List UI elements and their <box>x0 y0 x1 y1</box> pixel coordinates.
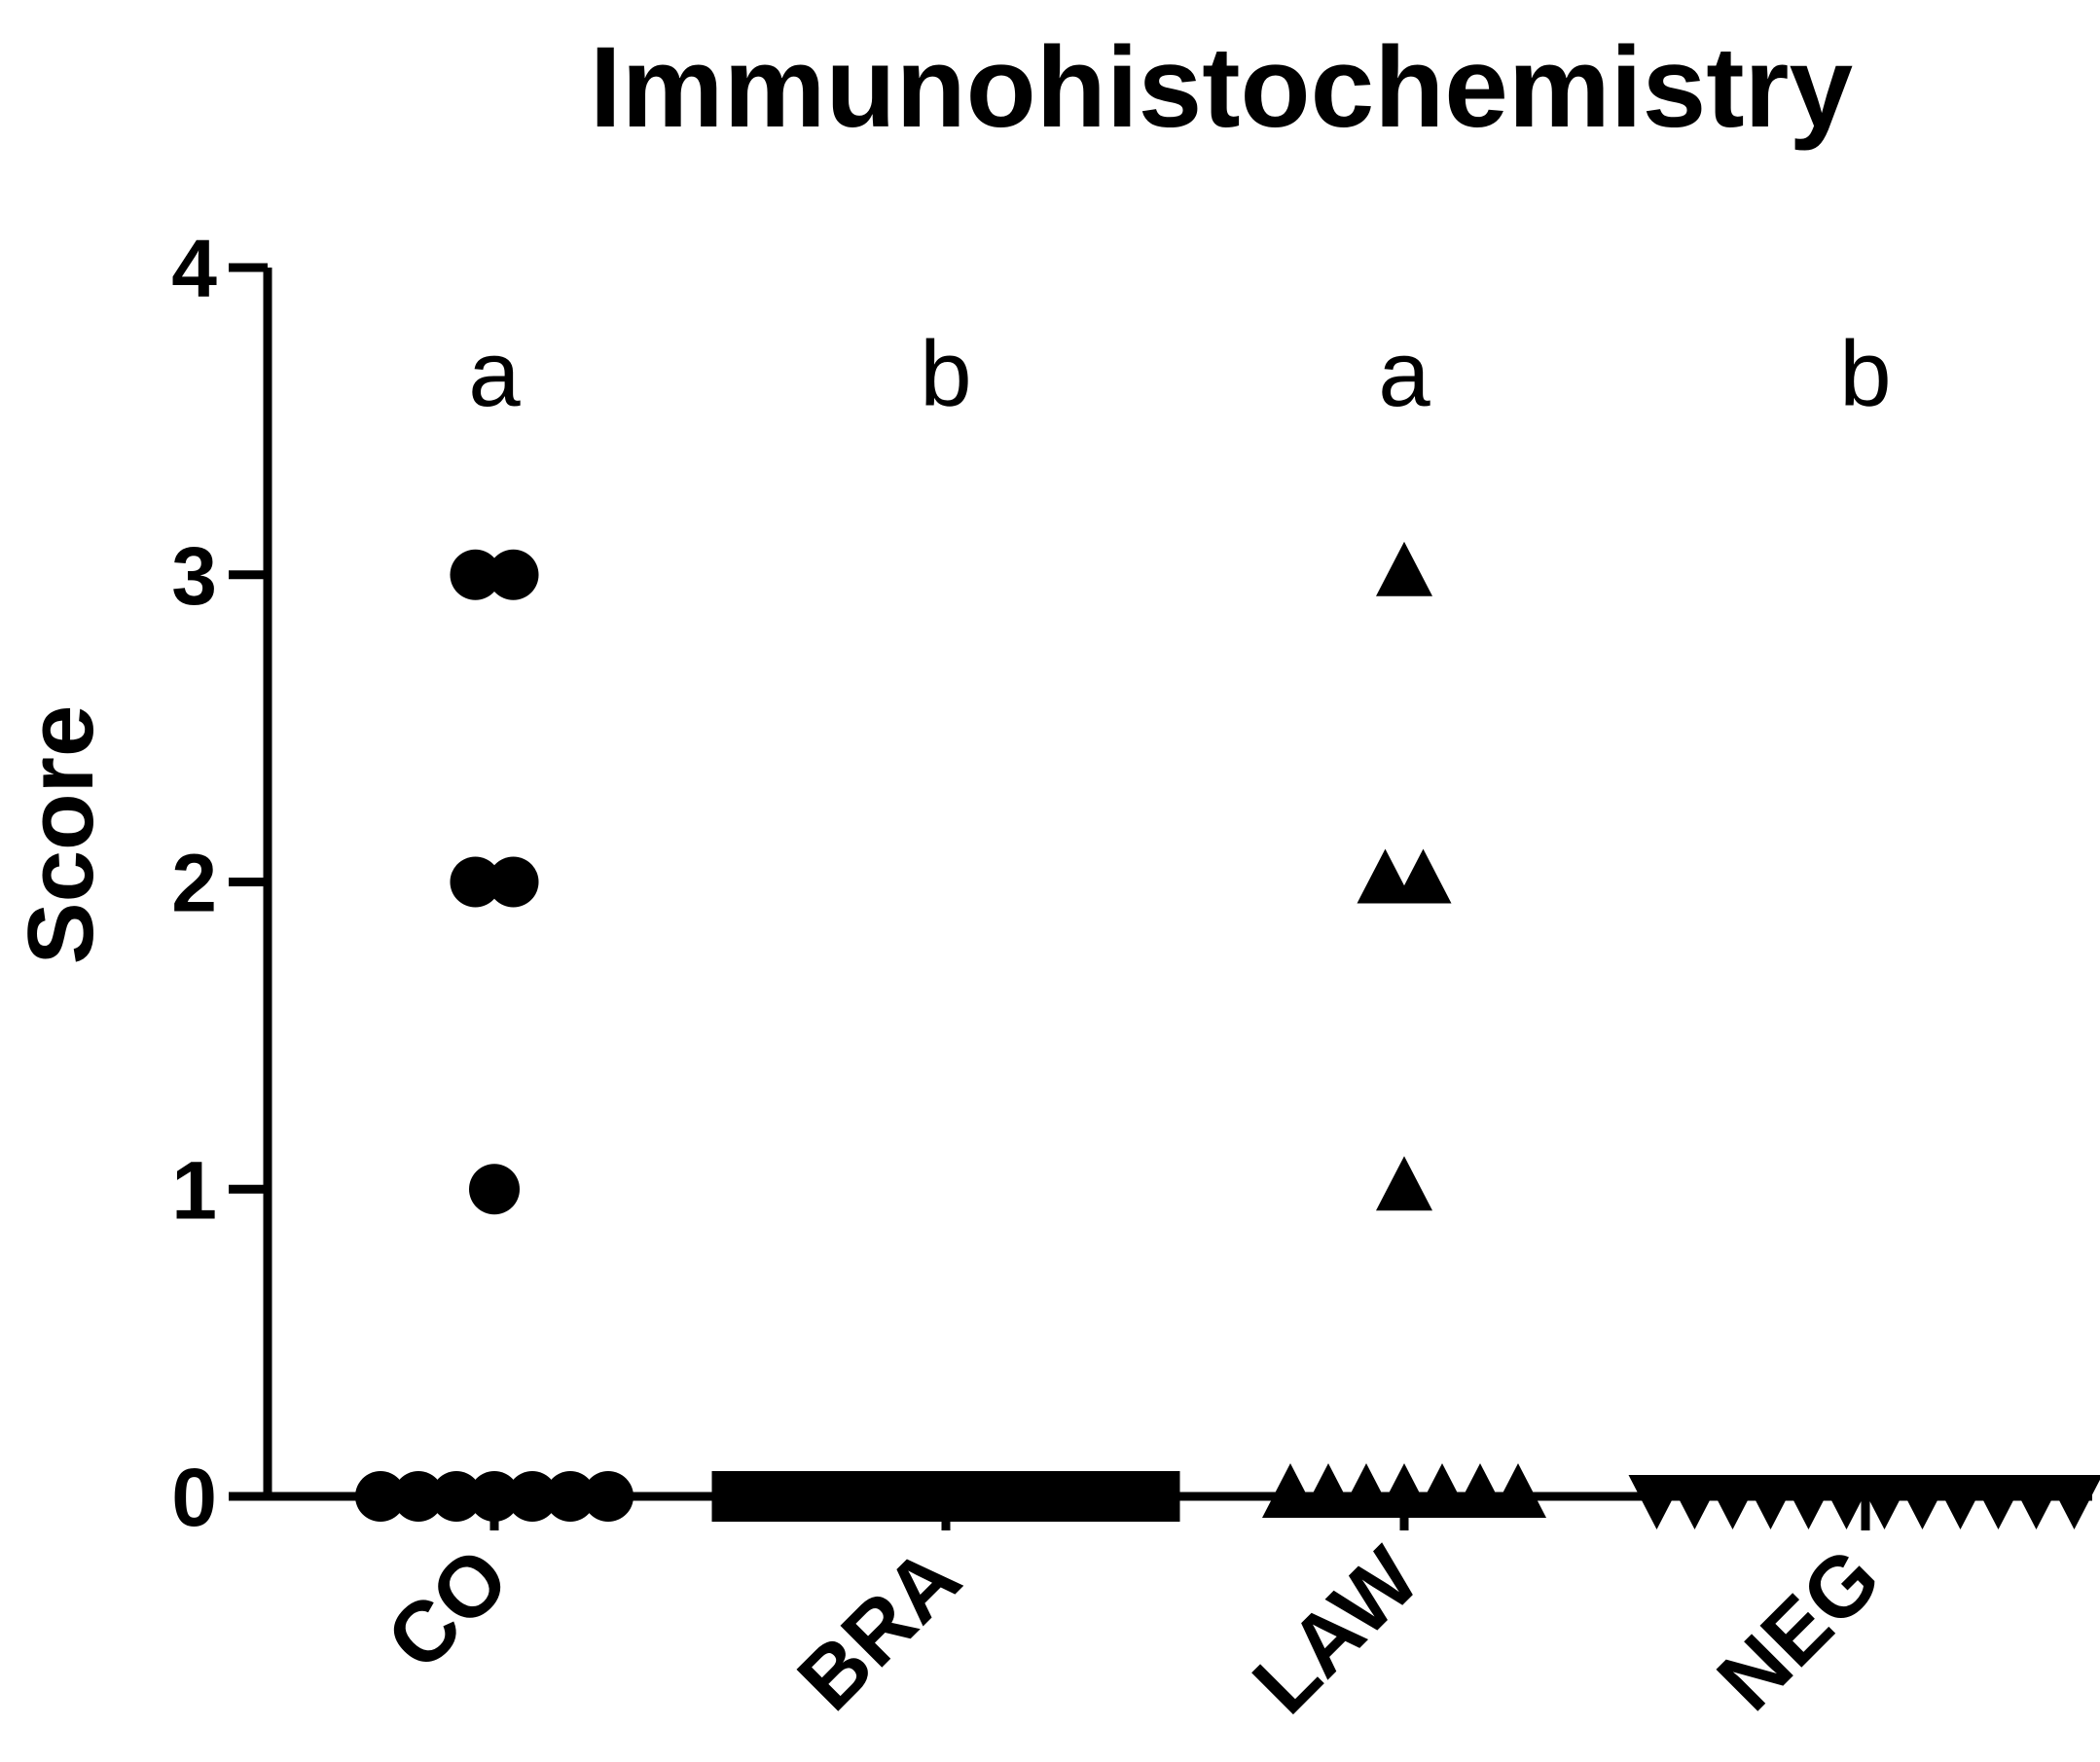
y-tick-label-4: 4 <box>171 223 217 314</box>
data-point-neg-4 <box>1780 1475 1837 1529</box>
data-point-co-8 <box>450 856 501 908</box>
data-point-law-10 <box>1376 541 1432 596</box>
data-point-law-4 <box>1414 1463 1470 1518</box>
data-point-law-3 <box>1376 1463 1432 1518</box>
data-point-law-8 <box>1357 848 1414 904</box>
data-point-co-3 <box>469 1471 520 1522</box>
data-point-co-6 <box>583 1471 634 1522</box>
data-point-co-7 <box>469 1164 520 1215</box>
data-point-neg-8 <box>1932 1475 1989 1529</box>
data-points <box>355 541 2100 1529</box>
data-point-co-4 <box>507 1471 558 1522</box>
data-point-law-5 <box>1452 1463 1508 1518</box>
y-tick-label-1: 1 <box>171 1144 217 1236</box>
data-point-law-0 <box>1262 1463 1319 1518</box>
x-tick-label-co: CO <box>368 1528 526 1687</box>
data-point-neg-9 <box>1970 1475 2027 1529</box>
y-tick-label-3: 3 <box>171 530 217 622</box>
group-letter-co: a <box>468 322 521 426</box>
data-point-neg-2 <box>1704 1475 1761 1529</box>
group-letter-law: a <box>1378 322 1430 426</box>
group-letter-neg: b <box>1839 322 1891 426</box>
data-point-co-0 <box>355 1471 406 1522</box>
data-point-co-11 <box>488 549 539 600</box>
x-tick-label-bra: BRA <box>779 1528 979 1728</box>
data-point-bra-11 <box>1129 1471 1180 1522</box>
data-point-co-9 <box>488 856 539 908</box>
data-point-law-2 <box>1338 1463 1394 1518</box>
group-letter-bra: b <box>920 322 971 426</box>
data-point-neg-10 <box>2008 1475 2065 1529</box>
data-point-law-7 <box>1376 1156 1432 1211</box>
data-point-neg-3 <box>1742 1475 1799 1529</box>
y-tick-label-2: 2 <box>171 838 217 929</box>
chart-title: Immunohistochemistry <box>590 23 1853 152</box>
data-point-law-6 <box>1490 1463 1546 1518</box>
data-point-co-10 <box>450 549 501 600</box>
data-point-neg-1 <box>1666 1475 1723 1529</box>
data-point-co-1 <box>393 1471 444 1522</box>
data-point-law-1 <box>1300 1463 1357 1518</box>
x-tick-label-law: LAW <box>1234 1528 1436 1731</box>
data-point-neg-5 <box>1818 1475 1875 1529</box>
y-axis-label: Score <box>9 705 113 965</box>
data-point-co-5 <box>545 1471 596 1522</box>
data-point-law-9 <box>1394 848 1452 904</box>
data-point-neg-11 <box>2046 1475 2100 1529</box>
y-tick-label-0: 0 <box>171 1452 217 1543</box>
data-point-neg-6 <box>1856 1475 1913 1529</box>
data-point-co-2 <box>431 1471 482 1522</box>
x-tick-label-neg: NEG <box>1699 1528 1899 1728</box>
data-point-neg-0 <box>1628 1475 1685 1529</box>
data-point-neg-7 <box>1894 1475 1951 1529</box>
